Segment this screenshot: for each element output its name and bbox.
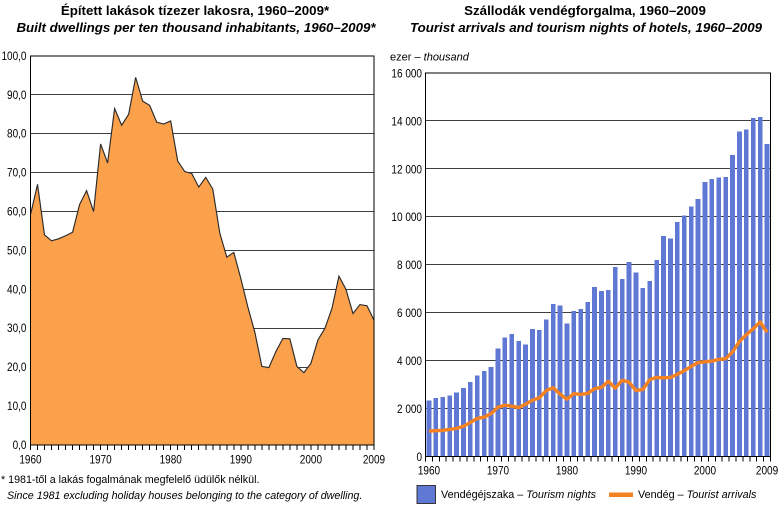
svg-text:16 000: 16 000 bbox=[391, 66, 422, 80]
svg-text:20,0: 20,0 bbox=[7, 360, 27, 374]
svg-text:90,0: 90,0 bbox=[7, 88, 27, 102]
svg-text:1970: 1970 bbox=[89, 452, 111, 466]
svg-text:80,0: 80,0 bbox=[7, 127, 27, 141]
svg-text:2000: 2000 bbox=[694, 464, 716, 478]
svg-text:14 000: 14 000 bbox=[391, 114, 422, 128]
svg-text:70,0: 70,0 bbox=[7, 166, 27, 180]
svg-text:Vendégéjszaka – Tourism nights: Vendégéjszaka – Tourism nights bbox=[441, 489, 597, 501]
svg-text:10,0: 10,0 bbox=[7, 399, 27, 413]
svg-text:50,0: 50,0 bbox=[7, 243, 27, 257]
svg-text:40,0: 40,0 bbox=[7, 282, 27, 296]
svg-text:0: 0 bbox=[416, 450, 422, 464]
svg-text:4 000: 4 000 bbox=[397, 354, 422, 368]
svg-text:2000: 2000 bbox=[300, 452, 322, 466]
svg-text:1990: 1990 bbox=[230, 452, 252, 466]
svg-text:30,0: 30,0 bbox=[7, 321, 27, 335]
svg-text:1990: 1990 bbox=[625, 464, 647, 478]
svg-text:2009: 2009 bbox=[363, 452, 385, 466]
svg-text:60,0: 60,0 bbox=[7, 205, 27, 219]
svg-text:1960: 1960 bbox=[19, 452, 41, 466]
svg-text:10 000: 10 000 bbox=[391, 210, 422, 224]
svg-text:1970: 1970 bbox=[487, 464, 509, 478]
svg-text:1980: 1980 bbox=[160, 452, 182, 466]
svg-text:ezer – thousand: ezer – thousand bbox=[390, 52, 470, 64]
svg-text:2009: 2009 bbox=[756, 464, 778, 478]
svg-text:2 000: 2 000 bbox=[397, 402, 422, 416]
svg-text:1980: 1980 bbox=[556, 464, 578, 478]
svg-text:8 000: 8 000 bbox=[397, 258, 422, 272]
svg-text:0,0: 0,0 bbox=[13, 438, 27, 452]
svg-text:12 000: 12 000 bbox=[391, 162, 422, 176]
svg-text:6 000: 6 000 bbox=[397, 306, 422, 320]
svg-text:100,0: 100,0 bbox=[2, 49, 27, 63]
svg-text:Vendég – Tourist arrivals: Vendég – Tourist arrivals bbox=[638, 489, 757, 501]
svg-text:1960: 1960 bbox=[418, 464, 440, 478]
